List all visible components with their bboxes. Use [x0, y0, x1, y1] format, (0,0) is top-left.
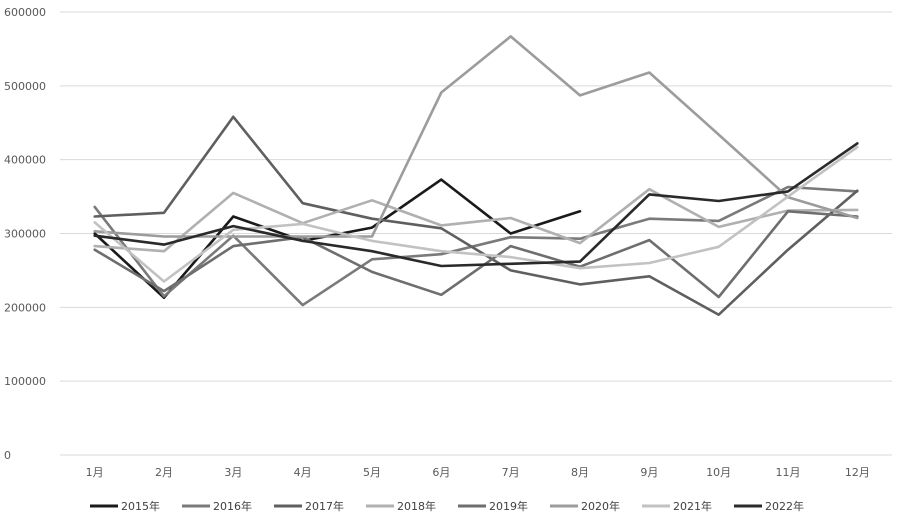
x-tick-label: 1月	[86, 466, 104, 479]
y-tick-label: 0	[4, 449, 11, 462]
x-tick-label: 10月	[706, 466, 731, 479]
legend-label: 2016年	[213, 499, 252, 513]
legend-item: 2021年	[642, 499, 712, 513]
x-tick-label: 7月	[502, 466, 520, 479]
x-tick-label: 3月	[224, 466, 242, 479]
legend-item: 2017年	[274, 499, 344, 513]
series-line-2022年	[93, 142, 859, 268]
series-line-2019年	[93, 210, 859, 299]
legend: 2015年 2016年 2017年 2018年 2019年 2020年 2021年 2022年	[90, 499, 804, 513]
y-tick-label: 400000	[4, 154, 46, 167]
x-tick-label: 6月	[432, 466, 450, 479]
legend-item: 2019年	[458, 499, 528, 513]
y-tick-label: 500000	[4, 80, 46, 93]
series-line-2021年	[93, 145, 859, 283]
legend-label: 2022年	[765, 499, 804, 513]
y-tick-label: 300000	[4, 228, 46, 241]
y-tick-label: 200000	[4, 301, 46, 314]
series-line-2017年	[93, 115, 859, 316]
legend-item: 2016年	[182, 499, 252, 513]
series-line-2018年	[93, 187, 859, 253]
x-tick-label: 2月	[155, 466, 173, 479]
legend-label: 2019年	[489, 499, 528, 513]
legend-label: 2018年	[397, 499, 436, 513]
legend-label: 2015年	[121, 499, 160, 513]
legend-item: 2020年	[550, 499, 620, 513]
series-lines	[93, 35, 859, 316]
legend-item: 2018年	[366, 499, 436, 513]
legend-item: 2022年	[734, 499, 804, 513]
x-tick-label: 11月	[776, 466, 801, 479]
legend-label: 2020年	[581, 499, 620, 513]
series-line-2016年	[93, 185, 859, 307]
y-tick-label: 100000	[4, 375, 46, 388]
x-tick-label: 8月	[571, 466, 589, 479]
legend-item: 2015年	[90, 499, 160, 513]
legend-label: 2021年	[673, 499, 712, 513]
x-tick-label: 9月	[640, 466, 658, 479]
series-line-2020年	[93, 35, 859, 238]
x-tick-label: 12月	[845, 466, 870, 479]
x-tick-label: 4月	[294, 466, 312, 479]
y-axis-tick-labels: 0 100000 200000 300000 400000 500000 600000	[4, 6, 46, 462]
x-tick-label: 5月	[363, 466, 381, 479]
y-tick-label: 600000	[4, 6, 46, 19]
legend-label: 2017年	[305, 499, 344, 513]
gridlines	[60, 11, 892, 456]
x-axis-tick-labels: 1月 2月 3月 4月 5月 6月 7月 8月 9月 10月 11月 12月	[86, 466, 870, 479]
